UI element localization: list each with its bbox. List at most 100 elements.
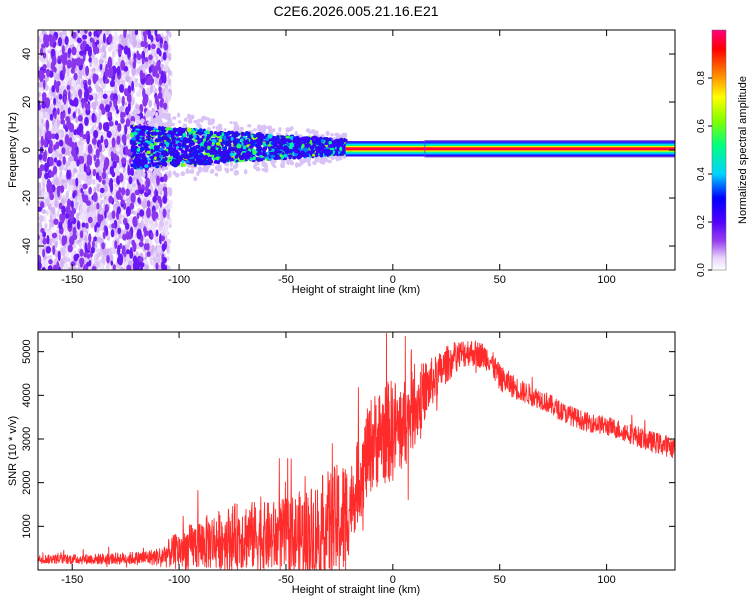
heatmap-cell: [101, 242, 105, 250]
heatmap-cell: [82, 53, 86, 62]
heatmap-cell: [75, 177, 79, 187]
heatmap-cell: [63, 221, 67, 231]
heatmap-cell: [64, 235, 68, 245]
heatmap-cell: [64, 143, 68, 150]
heatmap-cell: [77, 45, 81, 52]
heatmap-cell: [208, 161, 212, 166]
heatmap-cell: [196, 171, 200, 176]
heatmap-cell: [126, 264, 132, 270]
heatmap-cell: [86, 261, 90, 267]
heatmap-cell: [287, 139, 293, 143]
heatmap-cell: [102, 122, 108, 132]
heatmap-cell: [93, 129, 99, 139]
heatmap-cell: [87, 46, 93, 57]
heatmap-cell: [42, 79, 46, 90]
heatmap-cell: [307, 162, 312, 167]
heatmap-cell: [40, 33, 44, 41]
heatmap-cell: [229, 152, 234, 157]
heatmap-cell: [330, 133, 334, 137]
heatmap-cell: [95, 248, 101, 254]
heatmap-cell: [47, 130, 52, 142]
heatmap-cell: [76, 37, 82, 44]
heatmap-cell: [47, 231, 53, 237]
heatmap-cell: [52, 165, 58, 175]
heatmap-cell: [125, 206, 131, 217]
heatmap-cell: [73, 58, 79, 66]
heatmap-cell: [157, 91, 163, 100]
heatmap-cell: [72, 266, 77, 270]
heatmap-cell: [151, 177, 156, 181]
heatmap-cell: [49, 181, 52, 188]
heatmap-cell: [217, 123, 223, 129]
heatmap-cell: [294, 152, 298, 157]
heatmap-cell: [111, 137, 116, 148]
heatmap-cell: [132, 216, 138, 226]
heatmap-cell: [187, 118, 193, 124]
heatmap-cell: [136, 91, 141, 97]
heatmap-cell: [92, 192, 98, 203]
heatmap-cell: [92, 103, 97, 111]
heatmap-cell: [96, 202, 100, 210]
heatmap-cell: [51, 206, 56, 215]
heatmap-cell: [141, 57, 145, 65]
heatmap-cell: [162, 51, 167, 61]
heatmap-cell: [167, 173, 172, 177]
heatmap-cell: [210, 168, 215, 174]
heatmap-cell: [157, 41, 161, 47]
heatmap-cell: [149, 143, 153, 147]
heatmap-cell: [134, 82, 139, 88]
heatmap-cell: [94, 115, 97, 123]
heatmap-cell: [56, 260, 60, 270]
heatmap-cell: [104, 138, 109, 146]
heatmap-cell: [209, 158, 213, 162]
heatmap-cell: [72, 112, 76, 118]
heatmap-cell: [186, 113, 192, 120]
heatmap-cell: [114, 31, 118, 38]
heatmap-cell: [38, 116, 42, 127]
heatmap-cell: [156, 175, 160, 186]
heatmap-cell: [139, 209, 145, 217]
heatmap-cell: [152, 196, 157, 203]
heatmap-cell: [107, 148, 111, 158]
heatmap-cell: [67, 244, 73, 253]
heatmap-cell: [101, 171, 107, 180]
heatmap-cell: [263, 166, 269, 173]
heatmap-cell: [44, 172, 49, 180]
heatmap-cell: [163, 173, 168, 183]
heatmap-cell: [38, 153, 43, 161]
heatmap-cell: [263, 163, 269, 169]
heatmap-cell: [94, 224, 97, 233]
heatmap-cell: [164, 114, 170, 120]
heatmap-cell: [134, 189, 140, 196]
heatmap-cell: [98, 194, 101, 204]
heatmap-cell: [134, 174, 140, 179]
heatmap-cell: [44, 222, 48, 229]
heatmap-cell: [93, 254, 97, 265]
heatmap-cell: [102, 33, 106, 44]
heatmap-cell: [113, 89, 118, 94]
heatmap-cell: [208, 156, 212, 160]
heatmap-cell: [154, 146, 159, 152]
heatmap-cell: [197, 118, 201, 123]
heatmap-cell: [288, 156, 292, 160]
heatmap-cell: [206, 127, 211, 132]
heatmap-cell: [56, 118, 61, 127]
heatmap-cell: [81, 211, 85, 218]
heatmap-cell: [54, 199, 58, 208]
heatmap-cell: [73, 72, 78, 81]
heatmap-cell: [44, 258, 49, 267]
heatmap-cell: [205, 166, 210, 170]
heatmap-cell: [117, 94, 121, 104]
heatmap-cell: [63, 95, 67, 105]
heatmap-cell: [110, 260, 114, 266]
heatmap-cell: [52, 55, 57, 66]
heatmap-cell: [249, 158, 253, 161]
heatmap-cell: [67, 47, 72, 55]
heatmap-cell: [178, 120, 182, 124]
heatmap-cell: [80, 30, 84, 37]
heatmap-cell: [101, 44, 106, 53]
heatmap-cell: [95, 158, 100, 167]
heatmap-cell: [120, 151, 124, 159]
heatmap-cell: [99, 73, 104, 79]
